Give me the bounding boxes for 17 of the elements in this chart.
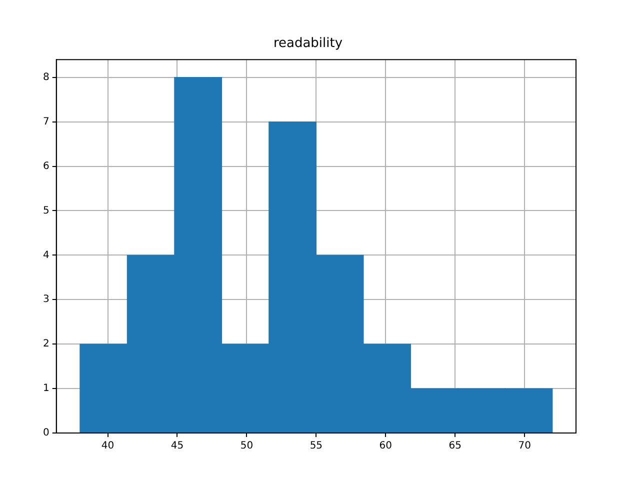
y-tick-label: 0 [42,428,50,439]
y-tick-label: 8 [42,72,50,83]
x-tick-label: 55 [310,440,323,452]
y-tick-label: 7 [42,116,50,128]
x-tick-label: 60 [379,440,392,452]
x-tick-label: 70 [518,440,531,452]
y-tick-label: 5 [42,205,50,216]
chart-title: readability [273,36,343,52]
x-tick-label: 40 [101,440,114,452]
x-tick-label: 65 [448,440,462,452]
y-tick-label: 3 [42,294,50,306]
y-tick-label: 2 [42,338,50,350]
x-tick-label: 45 [170,440,184,452]
x-tick-label: 50 [240,440,254,452]
y-tick-label: 1 [42,383,50,394]
y-tick-label: 4 [42,250,50,261]
y-tick-label: 6 [42,160,50,172]
